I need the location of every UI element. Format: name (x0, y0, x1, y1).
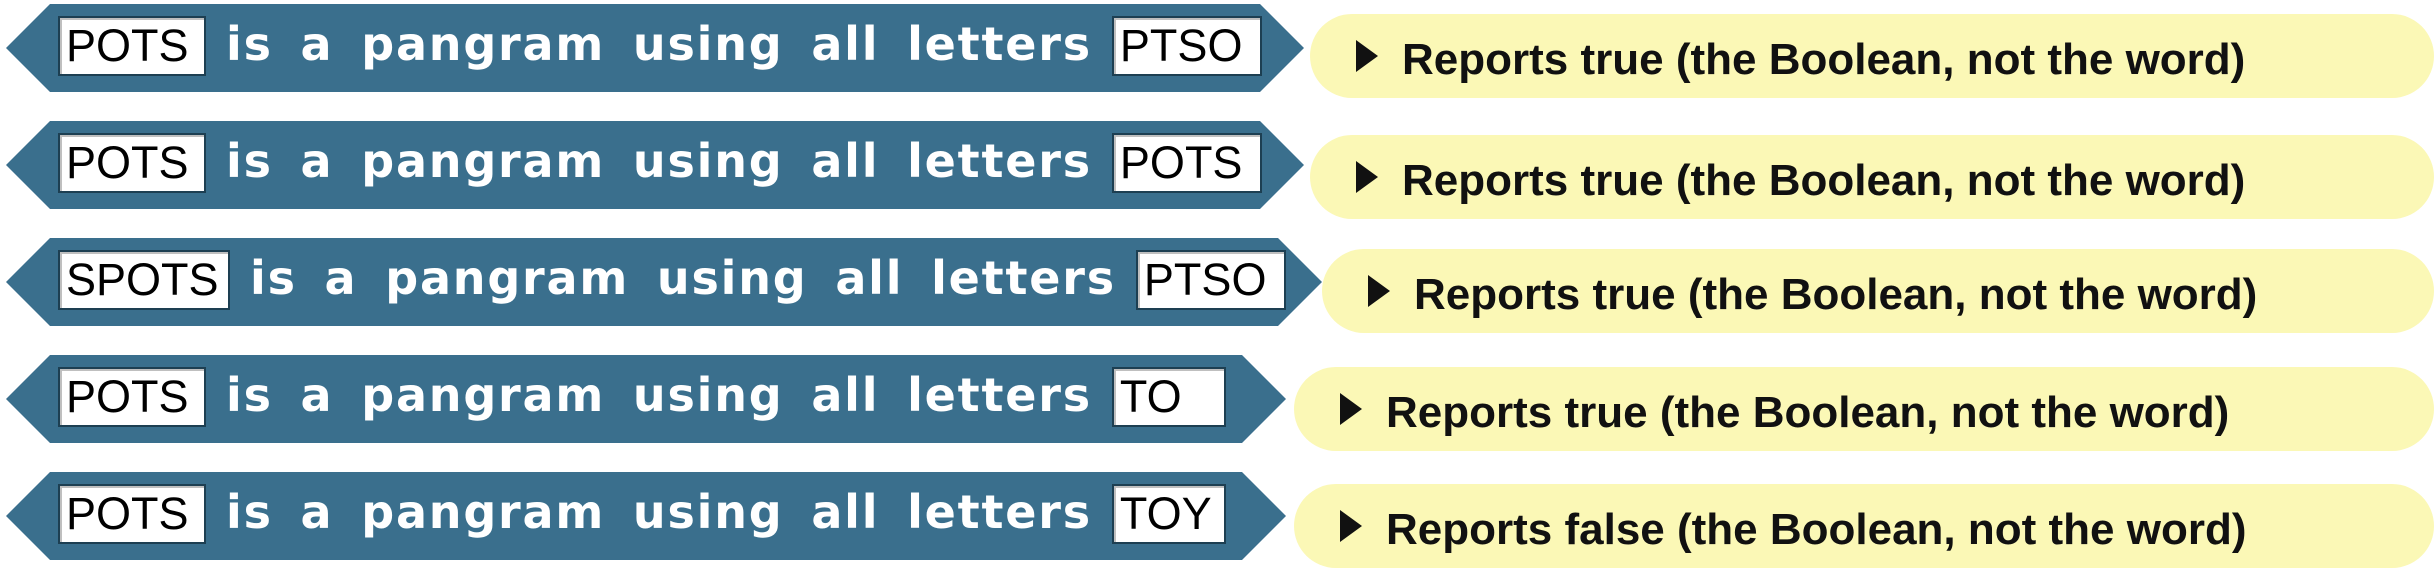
block-label: is a pangram using all letters (226, 485, 1092, 539)
block-label: is a pangram using all letters (226, 17, 1092, 71)
word-value: POTS (66, 20, 189, 71)
pangram-predicate-block[interactable]: POTS is a pangram using all letters TO (6, 355, 1286, 443)
play-triangle-icon[interactable] (1356, 161, 1378, 193)
block-label: is a pangram using all letters (226, 134, 1092, 188)
block-content: POTS is a pangram using all letters POTS (58, 131, 1262, 195)
play-triangle-icon[interactable] (1368, 275, 1390, 307)
letters-value: PTSO (1119, 20, 1243, 71)
pangram-predicate-block[interactable]: SPOTS is a pangram using all letters PTS… (6, 238, 1322, 326)
play-triangle-icon[interactable] (1340, 510, 1362, 542)
example-row: POTS is a pangram using all letters TOY … (0, 468, 2434, 568)
example-row: POTS is a pangram using all letters PTSO… (0, 0, 2434, 98)
block-label: is a pangram using all letters (226, 368, 1092, 422)
block-content: SPOTS is a pangram using all letters PTS… (58, 248, 1286, 312)
letters-value: TO (1119, 371, 1182, 422)
result-bubble: Reports true (the Boolean, not the word) (1310, 14, 2434, 98)
result-text: Reports true (the Boolean, not the word) (1402, 35, 2246, 84)
letters-value: POTS (1119, 137, 1243, 188)
example-row: SPOTS is a pangram using all letters PTS… (0, 234, 2434, 333)
word-input-slot[interactable]: POTS (58, 484, 206, 544)
result-bubble: Reports false (the Boolean, not the word… (1294, 484, 2434, 568)
result-bubble: Reports true (the Boolean, not the word) (1310, 135, 2434, 219)
letters-input-slot[interactable]: TO (1112, 367, 1226, 427)
result-text: Reports true (the Boolean, not the word) (1414, 270, 2258, 319)
block-content: POTS is a pangram using all letters TO (58, 365, 1226, 429)
word-input-slot[interactable]: POTS (58, 133, 206, 193)
block-label: is a pangram using all letters (250, 251, 1116, 305)
block-content: POTS is a pangram using all letters TOY (58, 482, 1226, 546)
pangram-predicate-block[interactable]: POTS is a pangram using all letters TOY (6, 472, 1286, 560)
example-row: POTS is a pangram using all letters TO R… (0, 351, 2434, 451)
word-value: POTS (66, 137, 189, 188)
example-row: POTS is a pangram using all letters POTS… (0, 117, 2434, 219)
letters-input-slot[interactable]: TOY (1112, 484, 1226, 544)
letters-input-slot[interactable]: POTS (1112, 133, 1262, 193)
result-text: Reports true (the Boolean, not the word) (1402, 156, 2246, 205)
result-text: Reports true (the Boolean, not the word) (1386, 388, 2230, 437)
result-bubble: Reports true (the Boolean, not the word) (1294, 367, 2434, 451)
play-triangle-icon[interactable] (1356, 40, 1378, 72)
letters-value: PTSO (1143, 254, 1267, 305)
word-value: POTS (66, 488, 189, 539)
block-content: POTS is a pangram using all letters PTSO (58, 14, 1262, 78)
word-value: SPOTS (66, 254, 219, 305)
word-value: POTS (66, 371, 189, 422)
letters-value: TOY (1119, 488, 1212, 539)
result-bubble: Reports true (the Boolean, not the word) (1322, 249, 2434, 333)
result-text: Reports false (the Boolean, not the word… (1386, 505, 2247, 554)
play-triangle-icon[interactable] (1340, 393, 1362, 425)
word-input-slot[interactable]: POTS (58, 367, 206, 427)
word-input-slot[interactable]: POTS (58, 16, 206, 76)
letters-input-slot[interactable]: PTSO (1112, 16, 1262, 76)
letters-input-slot[interactable]: PTSO (1136, 250, 1286, 310)
word-input-slot[interactable]: SPOTS (58, 250, 230, 310)
pangram-predicate-block[interactable]: POTS is a pangram using all letters PTSO (6, 4, 1304, 92)
pangram-predicate-block[interactable]: POTS is a pangram using all letters POTS (6, 121, 1304, 209)
